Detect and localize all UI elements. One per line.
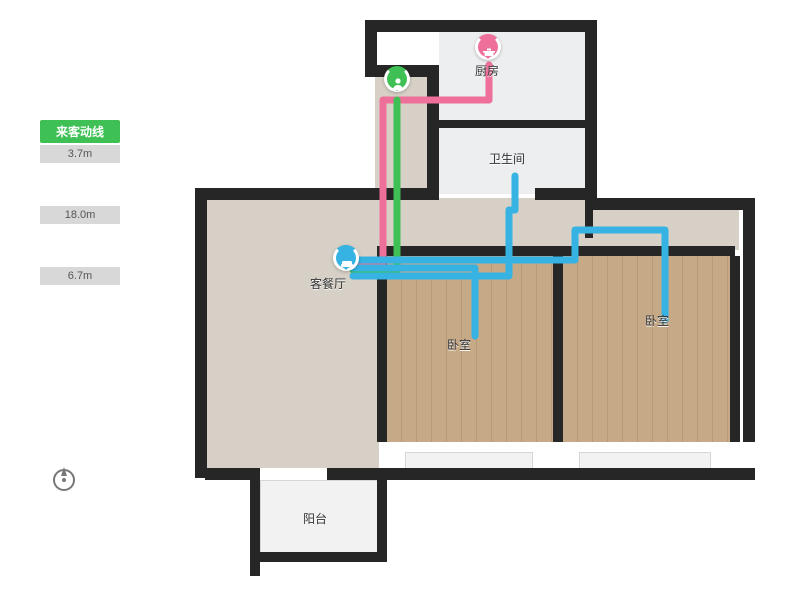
- legend-value: 18.0m: [40, 206, 120, 224]
- compass-icon: [50, 466, 78, 494]
- sofa-icon: [340, 256, 354, 270]
- flow-chore: [353, 65, 489, 264]
- legend-label: 居住动线: [40, 181, 120, 204]
- node-entry: [384, 66, 412, 102]
- legend: 来客动线 3.7m 居住动线 18.0m 家务动线 6.7m: [40, 120, 120, 303]
- legend-value: 3.7m: [40, 145, 120, 163]
- node-living: [333, 245, 361, 281]
- flow-lines: [195, 20, 755, 580]
- node-kitchen: [475, 34, 503, 70]
- legend-value: 6.7m: [40, 267, 120, 285]
- legend-label: 来客动线: [40, 120, 120, 143]
- legend-item-living: 居住动线 18.0m: [40, 181, 120, 224]
- legend-item-chore: 家务动线 6.7m: [40, 242, 120, 285]
- legend-item-visitor: 来客动线 3.7m: [40, 120, 120, 163]
- floor-plan: 厨房 卫生间 客餐厅 卧室 卧室 阳台: [195, 20, 755, 580]
- legend-label: 家务动线: [40, 242, 120, 265]
- person-icon: [391, 77, 405, 91]
- pot-icon: [482, 45, 496, 59]
